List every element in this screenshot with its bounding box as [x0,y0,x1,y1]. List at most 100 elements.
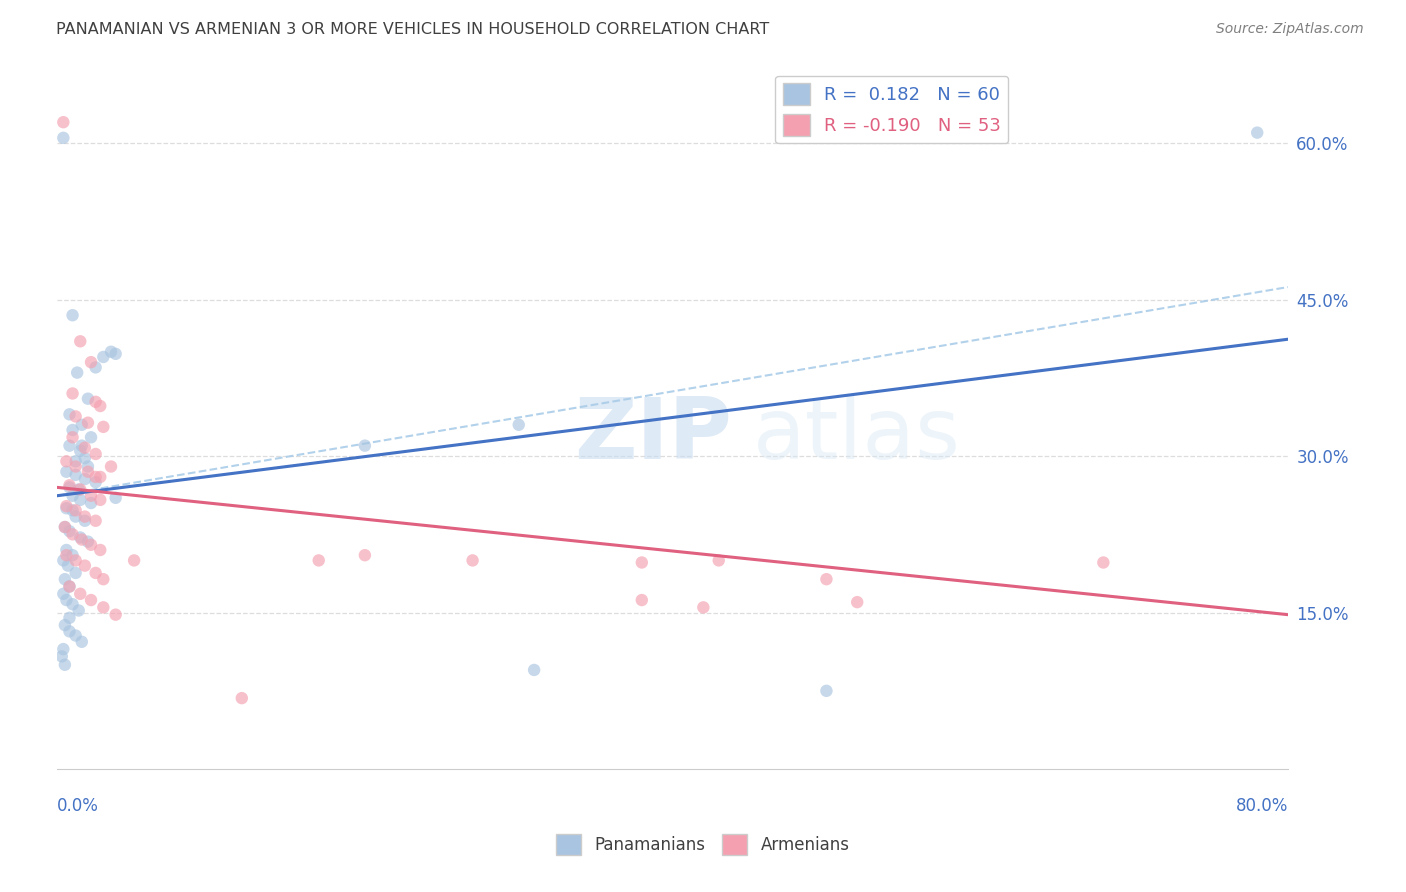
Point [84,514,107,528]
Point [65,467,87,482]
Point [55,465,77,479]
Point [89,470,111,484]
Point [231,691,253,706]
Point [104,491,127,505]
Point [100,459,122,474]
Text: Source: ZipAtlas.com: Source: ZipAtlas.com [1216,22,1364,37]
Point [91,420,114,434]
Point [69,492,91,507]
Point [70,635,93,649]
Point [62,597,84,611]
Point [62,430,84,444]
Point [77,416,100,430]
Point [65,409,87,424]
Point [56,558,79,573]
Point [52,553,75,567]
Point [52,587,75,601]
Point [73,558,96,573]
Point [55,501,77,516]
Point [52,131,75,145]
Point [55,543,77,558]
Point [69,483,91,497]
Point [84,360,107,375]
Point [89,543,111,558]
Point [1246,126,1268,140]
Point [58,580,80,594]
Text: ZIP: ZIP [574,394,733,477]
Point [77,459,100,474]
Point [100,344,122,359]
Point [65,454,87,468]
Legend: R =  0.182   N = 60, R = -0.190   N = 53: R = 0.182 N = 60, R = -0.190 N = 53 [775,76,1008,144]
Point [69,443,91,458]
Point [461,553,484,567]
Point [80,496,103,510]
Point [58,611,80,625]
Point [73,441,96,455]
Point [55,499,77,513]
Point [630,593,652,607]
Point [73,509,96,524]
Point [73,514,96,528]
Point [55,454,77,468]
Point [80,593,103,607]
Point [65,566,87,580]
Point [73,451,96,466]
Text: atlas: atlas [752,394,960,477]
Point [62,527,84,541]
Point [52,642,75,657]
Point [846,595,869,609]
Point [58,439,80,453]
Point [55,593,77,607]
Point [89,492,111,507]
Point [69,531,91,545]
Point [84,470,107,484]
Point [53,657,76,672]
Point [69,587,91,601]
Point [58,580,80,594]
Text: PANAMANIAN VS ARMENIAN 3 OR MORE VEHICLES IN HOUSEHOLD CORRELATION CHART: PANAMANIAN VS ARMENIAN 3 OR MORE VEHICLE… [56,22,769,37]
Point [62,423,84,437]
Point [77,465,100,479]
Point [53,520,76,534]
Point [58,478,80,492]
Point [66,366,89,380]
Point [354,439,377,453]
Point [630,556,652,570]
Text: 0.0%: 0.0% [58,797,98,815]
Point [707,553,730,567]
Point [89,399,111,413]
Point [815,683,838,698]
Point [84,475,107,490]
Point [80,538,103,552]
Point [70,533,93,547]
Point [104,347,127,361]
Point [73,472,96,486]
Point [53,618,76,632]
Point [70,439,93,453]
Text: 80.0%: 80.0% [1236,797,1288,815]
Point [67,603,90,617]
Legend: Panamanians, Armenians: Panamanians, Armenians [550,828,856,862]
Point [51,649,73,664]
Point [62,489,84,503]
Point [692,600,714,615]
Point [58,624,80,639]
Point [69,334,91,349]
Point [65,509,87,524]
Point [91,572,114,586]
Point [122,553,145,567]
Point [65,503,87,517]
Point [91,350,114,364]
Point [84,566,107,580]
Point [62,503,84,517]
Point [70,417,93,432]
Point [104,607,127,622]
Point [65,459,87,474]
Point [52,115,75,129]
Point [77,534,100,549]
Point [62,548,84,562]
Point [62,308,84,322]
Point [308,553,330,567]
Point [58,480,80,494]
